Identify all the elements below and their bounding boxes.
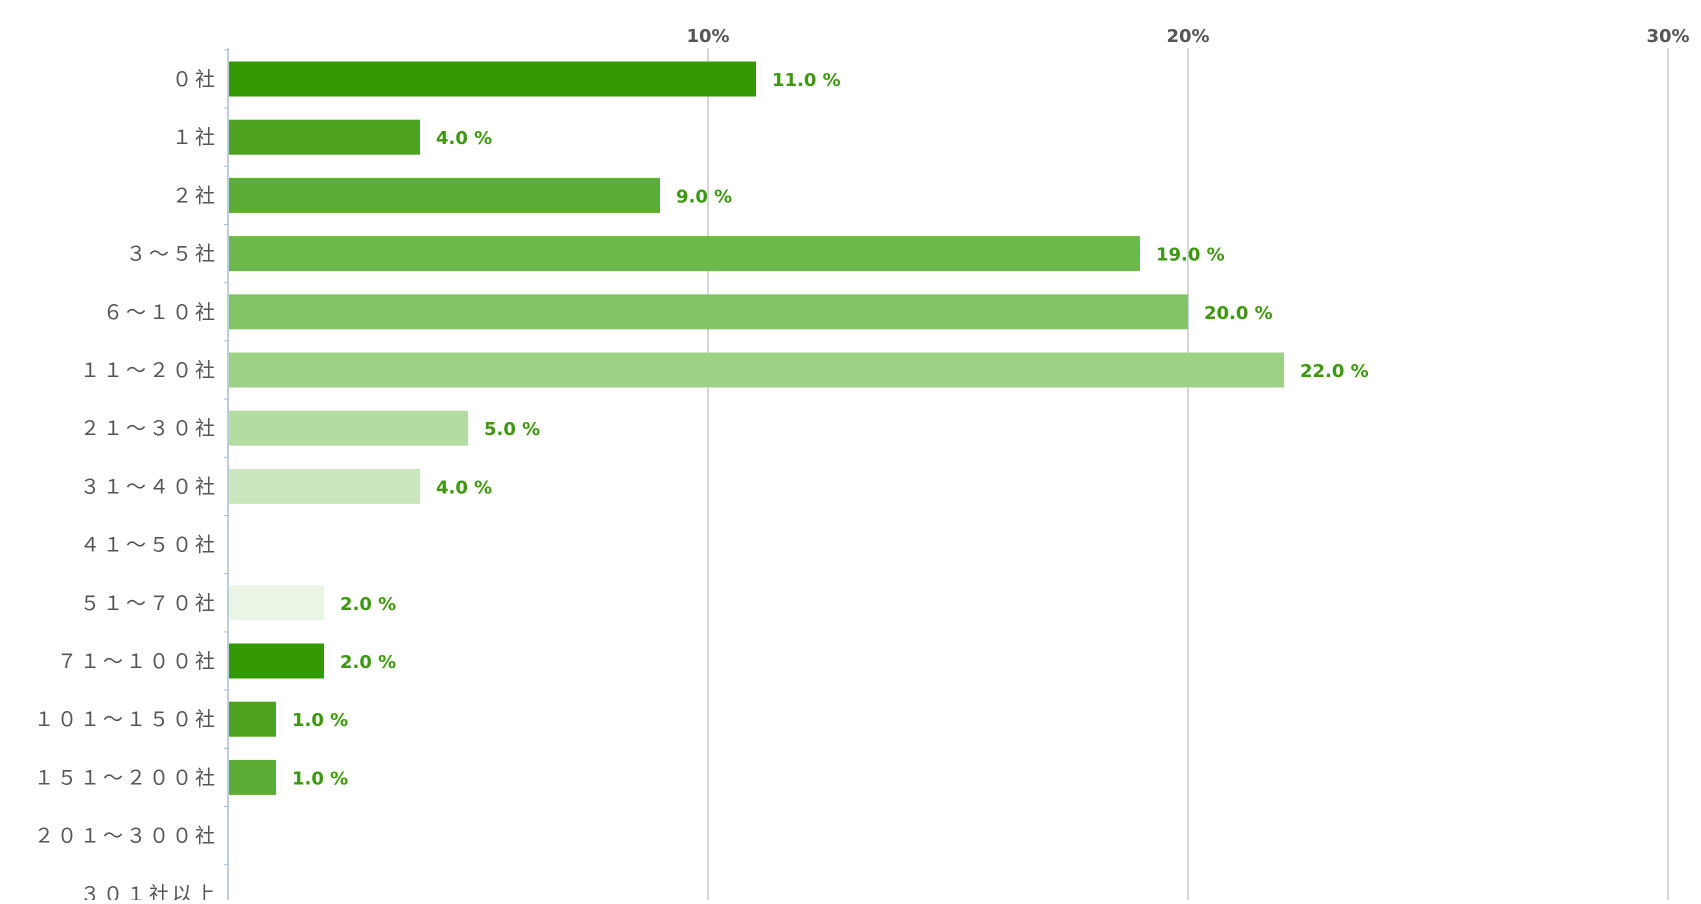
- category-label: １０１～１５０社: [34, 707, 218, 731]
- bar: [229, 410, 468, 446]
- bar: [229, 294, 1188, 330]
- bar: [229, 585, 324, 621]
- value-label: 2.0 %: [340, 652, 396, 673]
- category-label: ２０１～３００社: [34, 824, 218, 848]
- value-label: 1.0 %: [292, 768, 348, 789]
- value-label: 11.0 %: [772, 70, 841, 91]
- value-label: 4.0 %: [436, 477, 492, 498]
- bar: [229, 61, 756, 97]
- value-label: 19.0 %: [1156, 245, 1225, 266]
- value-label: 1.0 %: [292, 710, 348, 731]
- bar: [229, 759, 276, 795]
- category-label: ４１～５０社: [80, 533, 218, 557]
- category-label: １社: [172, 125, 218, 149]
- x-tick-label: 10%: [686, 26, 729, 47]
- value-label: 2.0 %: [340, 594, 396, 615]
- category-label: ２１～３０社: [80, 416, 218, 440]
- category-label: ７１～１００社: [57, 649, 218, 673]
- value-label: 5.0 %: [484, 419, 540, 440]
- bar: [229, 468, 420, 504]
- bar: [229, 643, 324, 679]
- value-label: 22.0 %: [1300, 361, 1369, 382]
- bar: [229, 119, 420, 155]
- x-tick-label: 30%: [1646, 26, 1689, 47]
- bar: [229, 177, 660, 213]
- value-label: 9.0 %: [676, 186, 732, 207]
- bar: [229, 701, 276, 737]
- category-label: ３～５社: [126, 242, 218, 266]
- bar: [229, 236, 1140, 272]
- category-label: ２社: [172, 183, 218, 207]
- bar: [229, 352, 1284, 388]
- value-label: 20.0 %: [1204, 303, 1273, 324]
- category-label: ５１～７０社: [80, 591, 218, 615]
- category-label: ０社: [172, 67, 218, 91]
- category-label: ３１～４０社: [80, 474, 218, 498]
- category-label: ３０１社以上: [80, 882, 218, 900]
- category-label: １５１～２００社: [34, 765, 218, 789]
- value-label: 4.0 %: [436, 128, 492, 149]
- category-label: ６～１０社: [103, 300, 218, 324]
- category-label: １１～２０社: [80, 358, 218, 382]
- x-tick-label: 20%: [1166, 26, 1209, 47]
